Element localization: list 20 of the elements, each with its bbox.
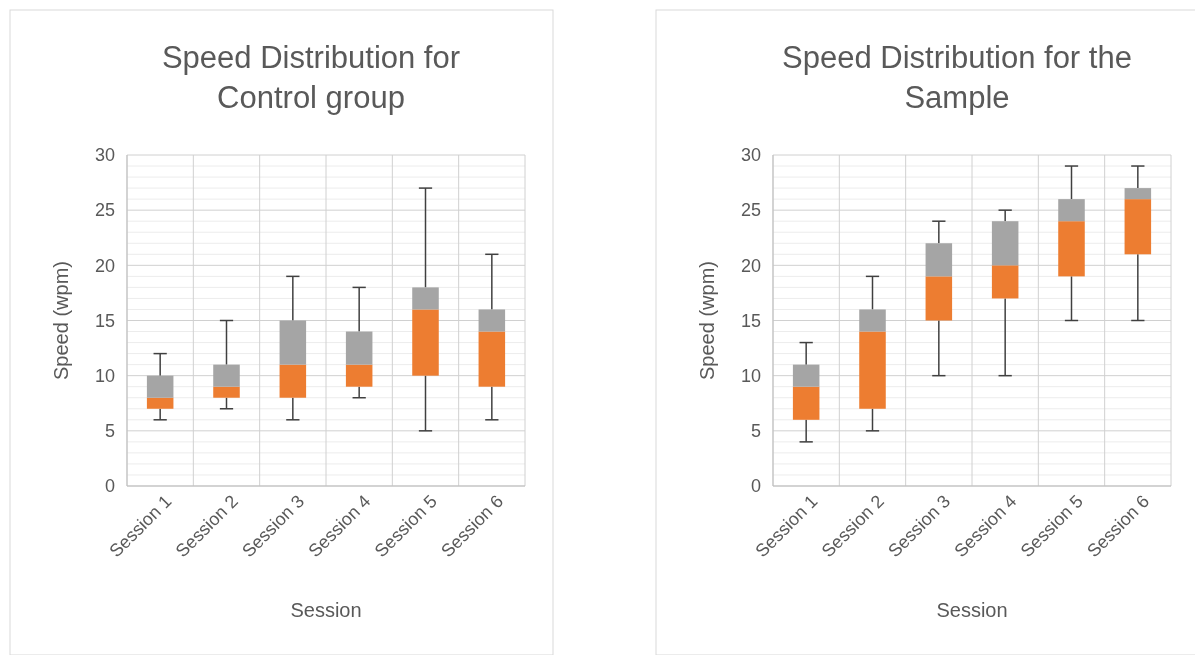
y-tick-label: 20: [740, 255, 761, 276]
y-tick-label: 5: [750, 421, 761, 442]
x-axis-title: Session: [290, 599, 362, 621]
y-tick-label: 25: [94, 200, 115, 221]
y-tick-label: 10: [740, 365, 761, 386]
y-tick-label: 15: [740, 310, 761, 331]
y-tick-label: 5: [104, 421, 115, 442]
y-tick-label: 20: [94, 255, 115, 276]
y-tick-label: 0: [750, 476, 761, 497]
y-axis-title: Speed (wpm): [696, 261, 718, 380]
y-tick-label: 25: [740, 200, 761, 221]
y-axis-title: Speed (wpm): [50, 261, 72, 380]
chart-title: Speed Distribution for the Sample: [782, 40, 1132, 115]
y-tick-label: 10: [94, 365, 115, 386]
y-tick-label: 30: [740, 145, 761, 166]
y-tick-label: 0: [104, 476, 115, 497]
chart-title: Speed Distribution for Control group: [161, 40, 461, 115]
x-axis-title: Session: [936, 599, 1008, 621]
y-tick-label: 30: [94, 145, 115, 166]
y-tick-label: 15: [94, 310, 115, 331]
